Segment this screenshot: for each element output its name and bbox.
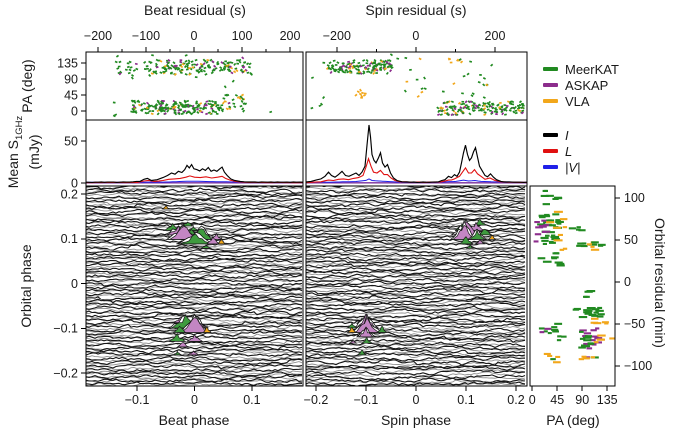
panel-spin-pa <box>310 53 525 117</box>
svg-text:−0.2: −0.2 <box>53 366 78 380</box>
stokes-v-swatch-icon <box>543 165 558 169</box>
legend-label: L <box>565 143 573 159</box>
svg-text:−0.2: −0.2 <box>304 393 329 407</box>
panel-beat-flux <box>86 163 303 184</box>
legend-item-stokes-v: |V| <box>543 159 580 175</box>
svg-text:45: 45 <box>64 88 78 102</box>
stokes-i-swatch-icon <box>543 133 558 137</box>
svg-text:0: 0 <box>413 393 420 407</box>
svg-text:90: 90 <box>64 72 78 86</box>
orbital-residual-axis-label: Orbital residual (min) <box>652 218 668 348</box>
legend-label: MeerKAT <box>565 61 619 77</box>
svg-text:45: 45 <box>550 393 564 407</box>
svg-text:0: 0 <box>412 29 419 43</box>
svg-text:−0.1: −0.1 <box>125 393 150 407</box>
legend-label: VLA <box>565 93 590 109</box>
flux-axis-label-sub: 1GHz <box>13 115 25 141</box>
svg-text:100: 100 <box>624 191 645 205</box>
tick-labels: −200 −100 0 100 200 −200 0 200 0 45 90 135 0 50 0.2 0.1… <box>53 29 652 407</box>
svg-text:135: 135 <box>57 56 78 70</box>
svg-text:50: 50 <box>624 233 638 247</box>
legend-label: ASKAP <box>565 77 609 93</box>
pa-left-axis-label: PA (deg) <box>19 59 35 113</box>
svg-text:0: 0 <box>71 104 78 118</box>
stokes-legend: I L |V| <box>543 127 580 175</box>
svg-text:200: 200 <box>280 29 301 43</box>
legend-item-stokes-l: L <box>543 143 580 159</box>
spin-residual-axis-title: Spin residual (s) <box>365 2 467 18</box>
svg-text:−200: −200 <box>323 29 351 43</box>
spin-phase-axis-label: Spin phase <box>380 412 452 428</box>
svg-text:135: 135 <box>597 393 618 407</box>
axis-ticks <box>81 47 620 391</box>
askap-swatch-icon <box>543 83 558 87</box>
stokes-l-swatch-icon <box>543 149 558 153</box>
svg-text:0: 0 <box>191 393 198 407</box>
panel-pa-orbit <box>533 189 615 364</box>
svg-text:0: 0 <box>71 277 78 291</box>
panel-spin-flux <box>306 124 527 184</box>
beat-phase-axis-label: Beat phase <box>158 412 230 428</box>
svg-text:90: 90 <box>575 393 589 407</box>
legend-item-stokes-i: I <box>543 127 580 143</box>
svg-text:−200: −200 <box>84 29 112 43</box>
svg-text:50: 50 <box>64 134 78 148</box>
svg-text:0.2: 0.2 <box>507 393 524 407</box>
flux-axis-label: Mean S1GHz (mJy) <box>5 115 42 189</box>
panel-beat-pa <box>112 54 273 118</box>
svg-text:−50: −50 <box>624 317 645 331</box>
beat-residual-axis-title: Beat residual (s) <box>144 2 246 18</box>
svg-text:−0.1: −0.1 <box>354 393 379 407</box>
meerkat-swatch-icon <box>543 67 558 71</box>
telescope-legend: MeerKAT ASKAP VLA <box>543 61 619 109</box>
svg-text:100: 100 <box>232 29 253 43</box>
svg-text:0.1: 0.1 <box>457 393 474 407</box>
svg-text:−0.1: −0.1 <box>53 322 78 336</box>
panel-beat-stack <box>86 186 303 386</box>
svg-text:0.1: 0.1 <box>61 232 78 246</box>
svg-text:−100: −100 <box>624 359 652 373</box>
svg-text:0.2: 0.2 <box>61 187 78 201</box>
svg-text:200: 200 <box>485 29 506 43</box>
svg-text:0: 0 <box>529 393 536 407</box>
legend-item-meerkat: MeerKAT <box>543 61 619 77</box>
svg-text:0: 0 <box>191 29 198 43</box>
flux-axis-label-unit: (mJy) <box>25 134 42 170</box>
flux-axis-label-main: Mean S <box>5 140 22 189</box>
legend-item-askap: ASKAP <box>543 77 619 93</box>
vla-swatch-icon <box>543 99 558 103</box>
legend-label: |V| <box>565 159 581 175</box>
svg-text:0: 0 <box>71 176 78 190</box>
legend-item-vla: VLA <box>543 93 619 109</box>
pa-bottom-axis-label: PA (deg) <box>546 412 600 428</box>
orbital-phase-axis-label: Orbital phase <box>18 244 34 328</box>
svg-text:0: 0 <box>624 275 631 289</box>
svg-text:0.1: 0.1 <box>243 393 260 407</box>
legend-label: I <box>565 127 569 143</box>
svg-text:−100: −100 <box>132 29 160 43</box>
